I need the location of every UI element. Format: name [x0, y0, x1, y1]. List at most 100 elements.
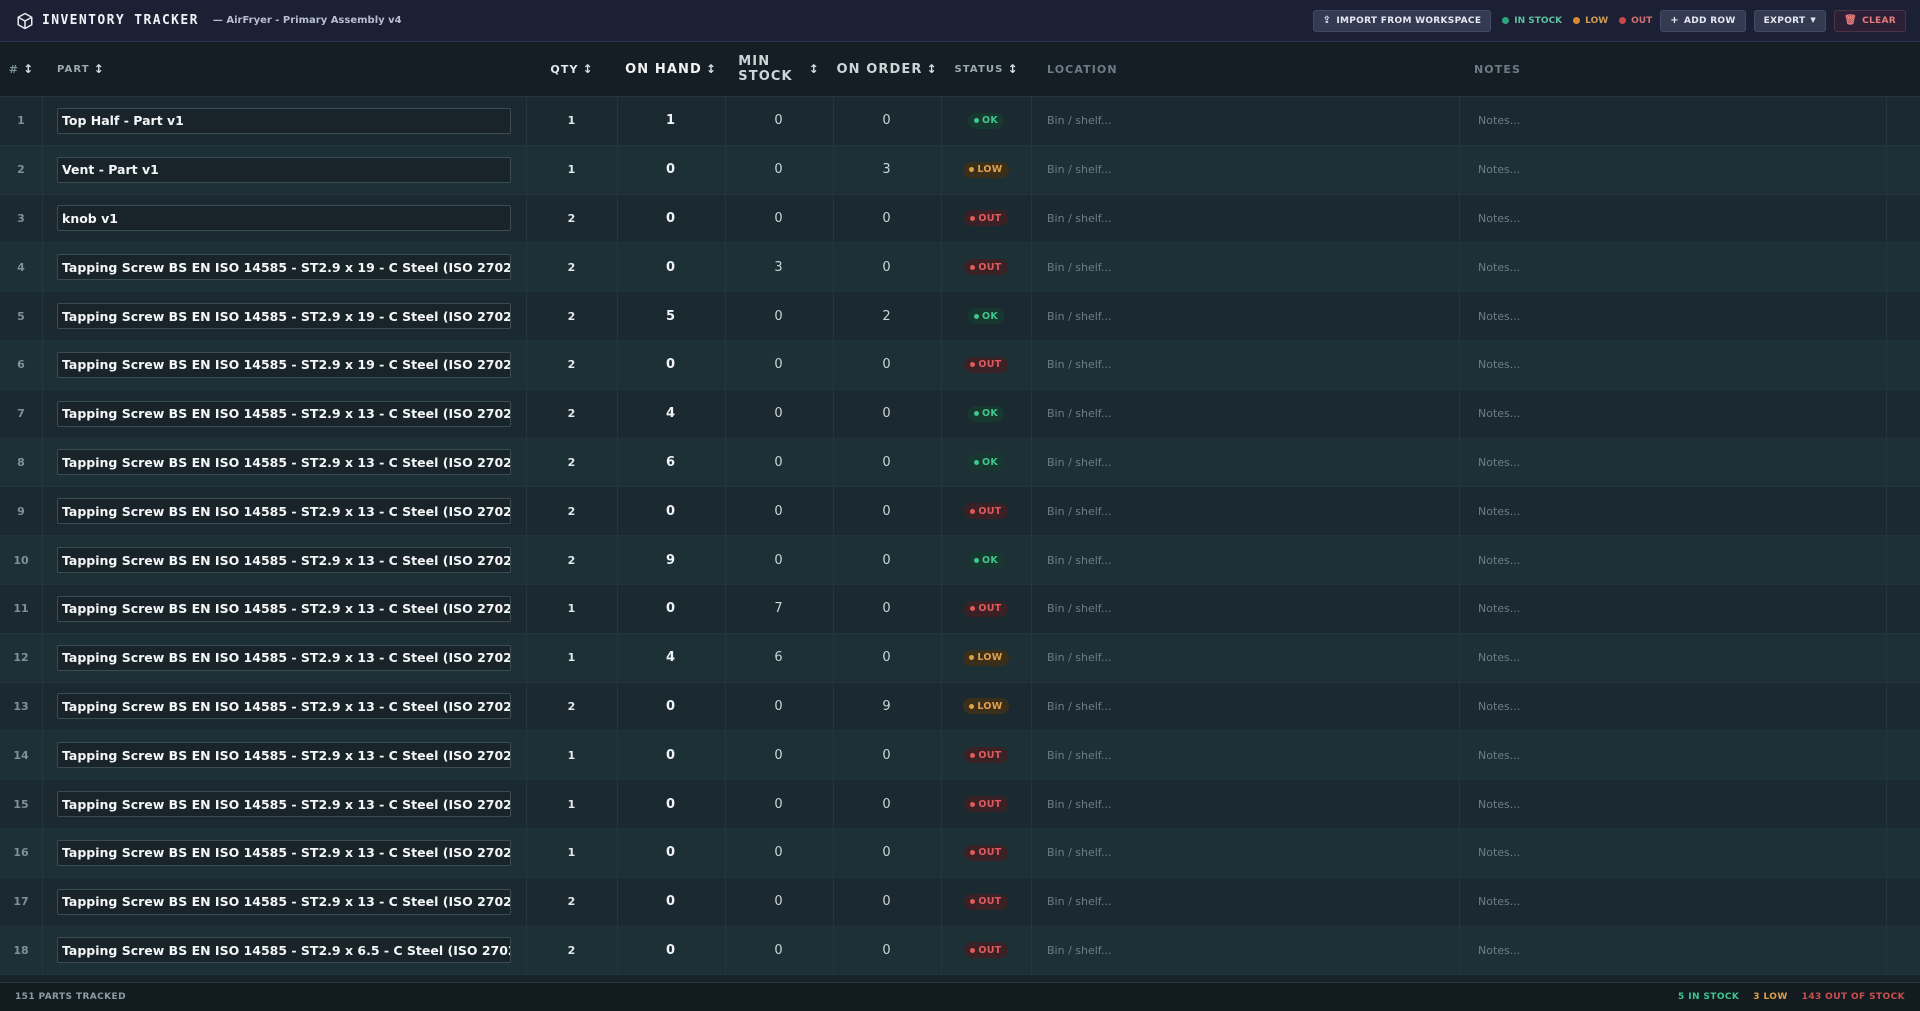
column-header-on-hand[interactable]: ON HAND ↕	[625, 61, 716, 77]
qty-value[interactable]: 1	[567, 602, 576, 616]
on-order-value[interactable]: 0	[882, 894, 891, 910]
location-input[interactable]: Bin / shelf...	[1047, 163, 1112, 177]
part-name-input[interactable]: Tapping Screw BS EN ISO 14585 - ST2.9 x …	[57, 693, 511, 720]
notes-input[interactable]: Notes...	[1478, 553, 1521, 567]
qty-value[interactable]: 2	[567, 211, 576, 225]
min-stock-value[interactable]: 3	[774, 259, 783, 275]
column-header-part[interactable]: PART ↕	[57, 62, 104, 76]
min-stock-value[interactable]: 0	[774, 113, 783, 129]
location-input[interactable]: Bin / shelf...	[1047, 358, 1112, 372]
location-input[interactable]: Bin / shelf...	[1047, 846, 1112, 860]
part-name-input[interactable]: Tapping Screw BS EN ISO 14585 - ST2.9 x …	[57, 742, 511, 769]
min-stock-value[interactable]: 0	[774, 747, 783, 763]
min-stock-value[interactable]: 0	[774, 503, 783, 519]
on-order-value[interactable]: 0	[882, 113, 891, 129]
part-name-input[interactable]: Tapping Screw BS EN ISO 14585 - ST2.9 x …	[57, 888, 511, 915]
on-order-value[interactable]: 0	[882, 357, 891, 373]
on-hand-value[interactable]: 0	[665, 747, 676, 763]
on-hand-value[interactable]: 0	[665, 357, 676, 373]
location-input[interactable]: Bin / shelf...	[1047, 309, 1112, 323]
add-row-button[interactable]: + ADD ROW	[1660, 9, 1746, 32]
on-order-value[interactable]: 0	[882, 552, 891, 568]
on-hand-value[interactable]: 0	[665, 845, 676, 861]
location-input[interactable]: Bin / shelf...	[1047, 504, 1112, 518]
part-name-input[interactable]: Top Half - Part v1	[57, 107, 511, 134]
on-hand-value[interactable]: 9	[665, 552, 676, 568]
on-hand-value[interactable]: 4	[665, 650, 676, 666]
on-order-value[interactable]: 0	[882, 845, 891, 861]
min-stock-value[interactable]: 6	[774, 650, 783, 666]
part-name-input[interactable]: Tapping Screw BS EN ISO 14585 - ST2.9 x …	[57, 303, 511, 330]
export-button[interactable]: EXPORT ▼	[1753, 9, 1827, 32]
min-stock-value[interactable]: 0	[774, 845, 783, 861]
notes-input[interactable]: Notes...	[1478, 797, 1521, 811]
part-name-input[interactable]: Tapping Screw BS EN ISO 14585 - ST2.9 x …	[57, 400, 511, 427]
on-hand-value[interactable]: 5	[665, 308, 676, 324]
qty-value[interactable]: 2	[567, 895, 576, 909]
on-hand-value[interactable]: 1	[665, 113, 676, 129]
column-header-min-stock[interactable]: MIN STOCK ↕	[738, 54, 819, 84]
part-name-input[interactable]: Tapping Screw BS EN ISO 14585 - ST2.9 x …	[57, 254, 511, 281]
part-name-input[interactable]: knob v1	[57, 205, 511, 232]
part-name-input[interactable]: Tapping Screw BS EN ISO 14585 - ST2.9 x …	[57, 351, 511, 378]
part-name-input[interactable]: Tapping Screw BS EN ISO 14585 - ST2.9 x …	[57, 595, 511, 622]
part-name-input[interactable]: Tapping Screw BS EN ISO 14585 - ST2.9 x …	[57, 547, 511, 574]
notes-input[interactable]: Notes...	[1478, 504, 1521, 518]
qty-value[interactable]: 2	[567, 407, 576, 421]
on-hand-value[interactable]: 0	[665, 601, 676, 617]
notes-input[interactable]: Notes...	[1478, 211, 1521, 225]
min-stock-value[interactable]: 0	[774, 406, 783, 422]
notes-input[interactable]: Notes...	[1478, 748, 1521, 762]
qty-value[interactable]: 2	[567, 260, 576, 274]
qty-value[interactable]: 2	[567, 699, 576, 713]
qty-value[interactable]: 1	[567, 114, 576, 128]
on-order-value[interactable]: 0	[882, 406, 891, 422]
notes-input[interactable]: Notes...	[1478, 699, 1521, 713]
column-header-qty[interactable]: QTY ↕	[550, 62, 593, 76]
column-header-on-order[interactable]: ON ORDER ↕	[836, 61, 937, 77]
location-input[interactable]: Bin / shelf...	[1047, 748, 1112, 762]
notes-input[interactable]: Notes...	[1478, 651, 1521, 665]
notes-input[interactable]: Notes...	[1478, 846, 1521, 860]
notes-input[interactable]: Notes...	[1478, 260, 1521, 274]
part-name-input[interactable]: Tapping Screw BS EN ISO 14585 - ST2.9 x …	[57, 498, 511, 525]
notes-input[interactable]: Notes...	[1478, 309, 1521, 323]
on-hand-value[interactable]: 0	[665, 259, 676, 275]
on-hand-value[interactable]: 4	[665, 406, 676, 422]
qty-value[interactable]: 2	[567, 358, 576, 372]
on-order-value[interactable]: 0	[882, 454, 891, 470]
on-hand-value[interactable]: 0	[665, 698, 676, 714]
on-hand-value[interactable]: 0	[665, 162, 676, 178]
on-order-value[interactable]: 0	[882, 796, 891, 812]
on-order-value[interactable]: 0	[882, 747, 891, 763]
column-header-num[interactable]: # ↕	[8, 62, 34, 76]
notes-input[interactable]: Notes...	[1478, 943, 1521, 957]
on-order-value[interactable]: 0	[882, 601, 891, 617]
notes-input[interactable]: Notes...	[1478, 358, 1521, 372]
qty-value[interactable]: 2	[567, 455, 576, 469]
part-name-input[interactable]: Vent - Part v1	[57, 156, 511, 183]
notes-input[interactable]: Notes...	[1478, 407, 1521, 421]
location-input[interactable]: Bin / shelf...	[1047, 407, 1112, 421]
min-stock-value[interactable]: 0	[774, 698, 783, 714]
min-stock-value[interactable]: 0	[774, 357, 783, 373]
min-stock-value[interactable]: 0	[774, 796, 783, 812]
min-stock-value[interactable]: 0	[774, 894, 783, 910]
notes-input[interactable]: Notes...	[1478, 114, 1521, 128]
min-stock-value[interactable]: 7	[774, 601, 783, 617]
qty-value[interactable]: 1	[567, 651, 576, 665]
part-name-input[interactable]: Tapping Screw BS EN ISO 14585 - ST2.9 x …	[57, 839, 511, 866]
location-input[interactable]: Bin / shelf...	[1047, 260, 1112, 274]
on-hand-value[interactable]: 0	[665, 210, 676, 226]
on-hand-value[interactable]: 0	[665, 503, 676, 519]
qty-value[interactable]: 1	[567, 797, 576, 811]
location-input[interactable]: Bin / shelf...	[1047, 455, 1112, 469]
min-stock-value[interactable]: 0	[774, 162, 783, 178]
location-input[interactable]: Bin / shelf...	[1047, 553, 1112, 567]
min-stock-value[interactable]: 0	[774, 942, 783, 958]
on-hand-value[interactable]: 0	[665, 796, 676, 812]
on-order-value[interactable]: 0	[882, 650, 891, 666]
part-name-input[interactable]: Tapping Screw BS EN ISO 14585 - ST2.9 x …	[57, 449, 511, 476]
min-stock-value[interactable]: 0	[774, 210, 783, 226]
on-order-value[interactable]: 0	[882, 942, 891, 958]
